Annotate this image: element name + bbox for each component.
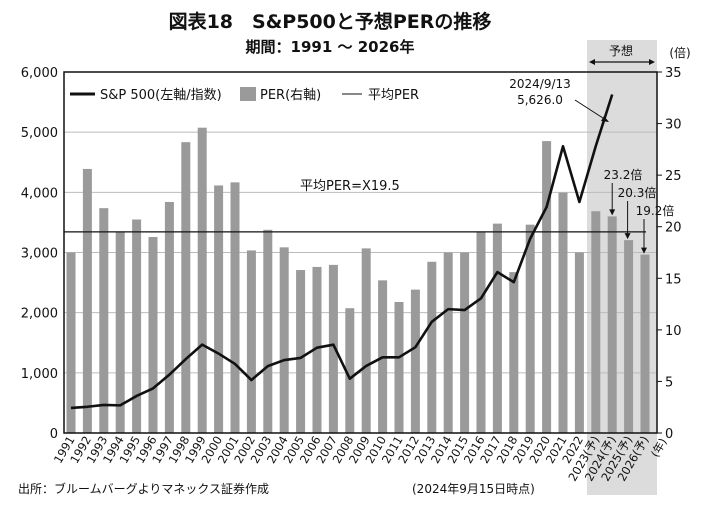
per-bar-2020 bbox=[542, 141, 551, 433]
left-tick-label: 5,000 bbox=[21, 126, 58, 141]
per-2024-annotation: 23.2倍 bbox=[604, 167, 643, 182]
per-bar-2003 bbox=[263, 230, 272, 433]
right-axis-unit: (倍) bbox=[669, 45, 690, 60]
per-bar-2014 bbox=[444, 253, 453, 434]
left-tick-label: 6,000 bbox=[21, 66, 58, 81]
per-bar-2016 bbox=[477, 232, 486, 433]
as-of-note: (2024年9月15日時点) bbox=[412, 482, 535, 496]
per-2026-annotation: 19.2倍 bbox=[636, 203, 675, 218]
right-tick-label: 15 bbox=[665, 272, 682, 287]
sp-value-annotation: 5,626.0 bbox=[517, 93, 563, 107]
per-bar-1999 bbox=[198, 128, 207, 433]
chart-title: 図表18 S&P500と予想PERの推移 bbox=[169, 10, 492, 33]
per-bar-2012 bbox=[411, 290, 420, 433]
per-bar-2021 bbox=[559, 193, 568, 433]
per-bar-2005 bbox=[296, 270, 305, 433]
sp-date-annotation: 2024/9/13 bbox=[509, 77, 571, 91]
per-bar-2024(予) bbox=[608, 216, 617, 433]
per-bar-1996 bbox=[149, 237, 158, 433]
right-tick-label: 25 bbox=[665, 169, 682, 184]
per-bar-1993 bbox=[99, 208, 108, 433]
left-tick-label: 3,000 bbox=[21, 247, 58, 262]
per-bar-2017 bbox=[493, 224, 502, 433]
per-bar-1998 bbox=[181, 142, 190, 433]
legend: S&P 500(左軸/指数) PER(右軸) 平均PER bbox=[70, 87, 419, 103]
per-bar-2002 bbox=[247, 250, 256, 433]
per-bar-2018 bbox=[509, 272, 518, 433]
right-tick-label: 10 bbox=[665, 324, 682, 339]
left-tick-label: 0 bbox=[50, 427, 58, 442]
avg-per-annotation: 平均PER=X19.5 bbox=[300, 179, 400, 194]
per-bar-2001 bbox=[231, 182, 240, 433]
per-bar-2019 bbox=[526, 225, 535, 433]
per-bar-2009 bbox=[362, 248, 371, 433]
per-2025-annotation: 20.3倍 bbox=[618, 185, 657, 200]
legend-swatch-per bbox=[240, 87, 256, 101]
per-bar-1997 bbox=[165, 202, 174, 433]
per-bar-2015 bbox=[460, 253, 469, 434]
legend-label-avg: 平均PER bbox=[368, 88, 419, 103]
right-tick-label: 5 bbox=[665, 375, 673, 390]
per-bar-1991 bbox=[67, 253, 76, 434]
right-tick-label: 0 bbox=[665, 427, 673, 442]
source-note: 出所：ブルームバーグよりマネックス証券作成 bbox=[18, 481, 269, 496]
left-tick-label: 2,000 bbox=[21, 307, 58, 322]
per-bar-2026(予) bbox=[641, 255, 650, 433]
right-tick-label: 20 bbox=[665, 221, 682, 236]
per-bar-2011 bbox=[395, 302, 404, 433]
per-bar-2004 bbox=[280, 247, 289, 433]
chart-subtitle: 期間：1991 ～ 2026年 bbox=[246, 38, 415, 56]
forecast-label: 予想 bbox=[609, 43, 633, 58]
left-tick-label: 4,000 bbox=[21, 186, 58, 201]
right-tick-label: 30 bbox=[665, 118, 682, 133]
legend-label-sp500: S&P 500(左軸/指数) bbox=[100, 88, 222, 103]
per-bar-2022 bbox=[575, 253, 584, 434]
legend-label-per: PER(右軸) bbox=[260, 88, 321, 103]
right-tick-label: 35 bbox=[665, 66, 682, 81]
left-tick-label: 1,000 bbox=[21, 367, 58, 382]
per-bar-1992 bbox=[83, 169, 92, 433]
per-bar-2025(予) bbox=[624, 240, 633, 433]
per-bar-2000 bbox=[214, 185, 223, 433]
per-bar-2013 bbox=[427, 262, 436, 433]
per-bar-1995 bbox=[132, 219, 141, 433]
per-bar-2023(予) bbox=[591, 211, 600, 433]
